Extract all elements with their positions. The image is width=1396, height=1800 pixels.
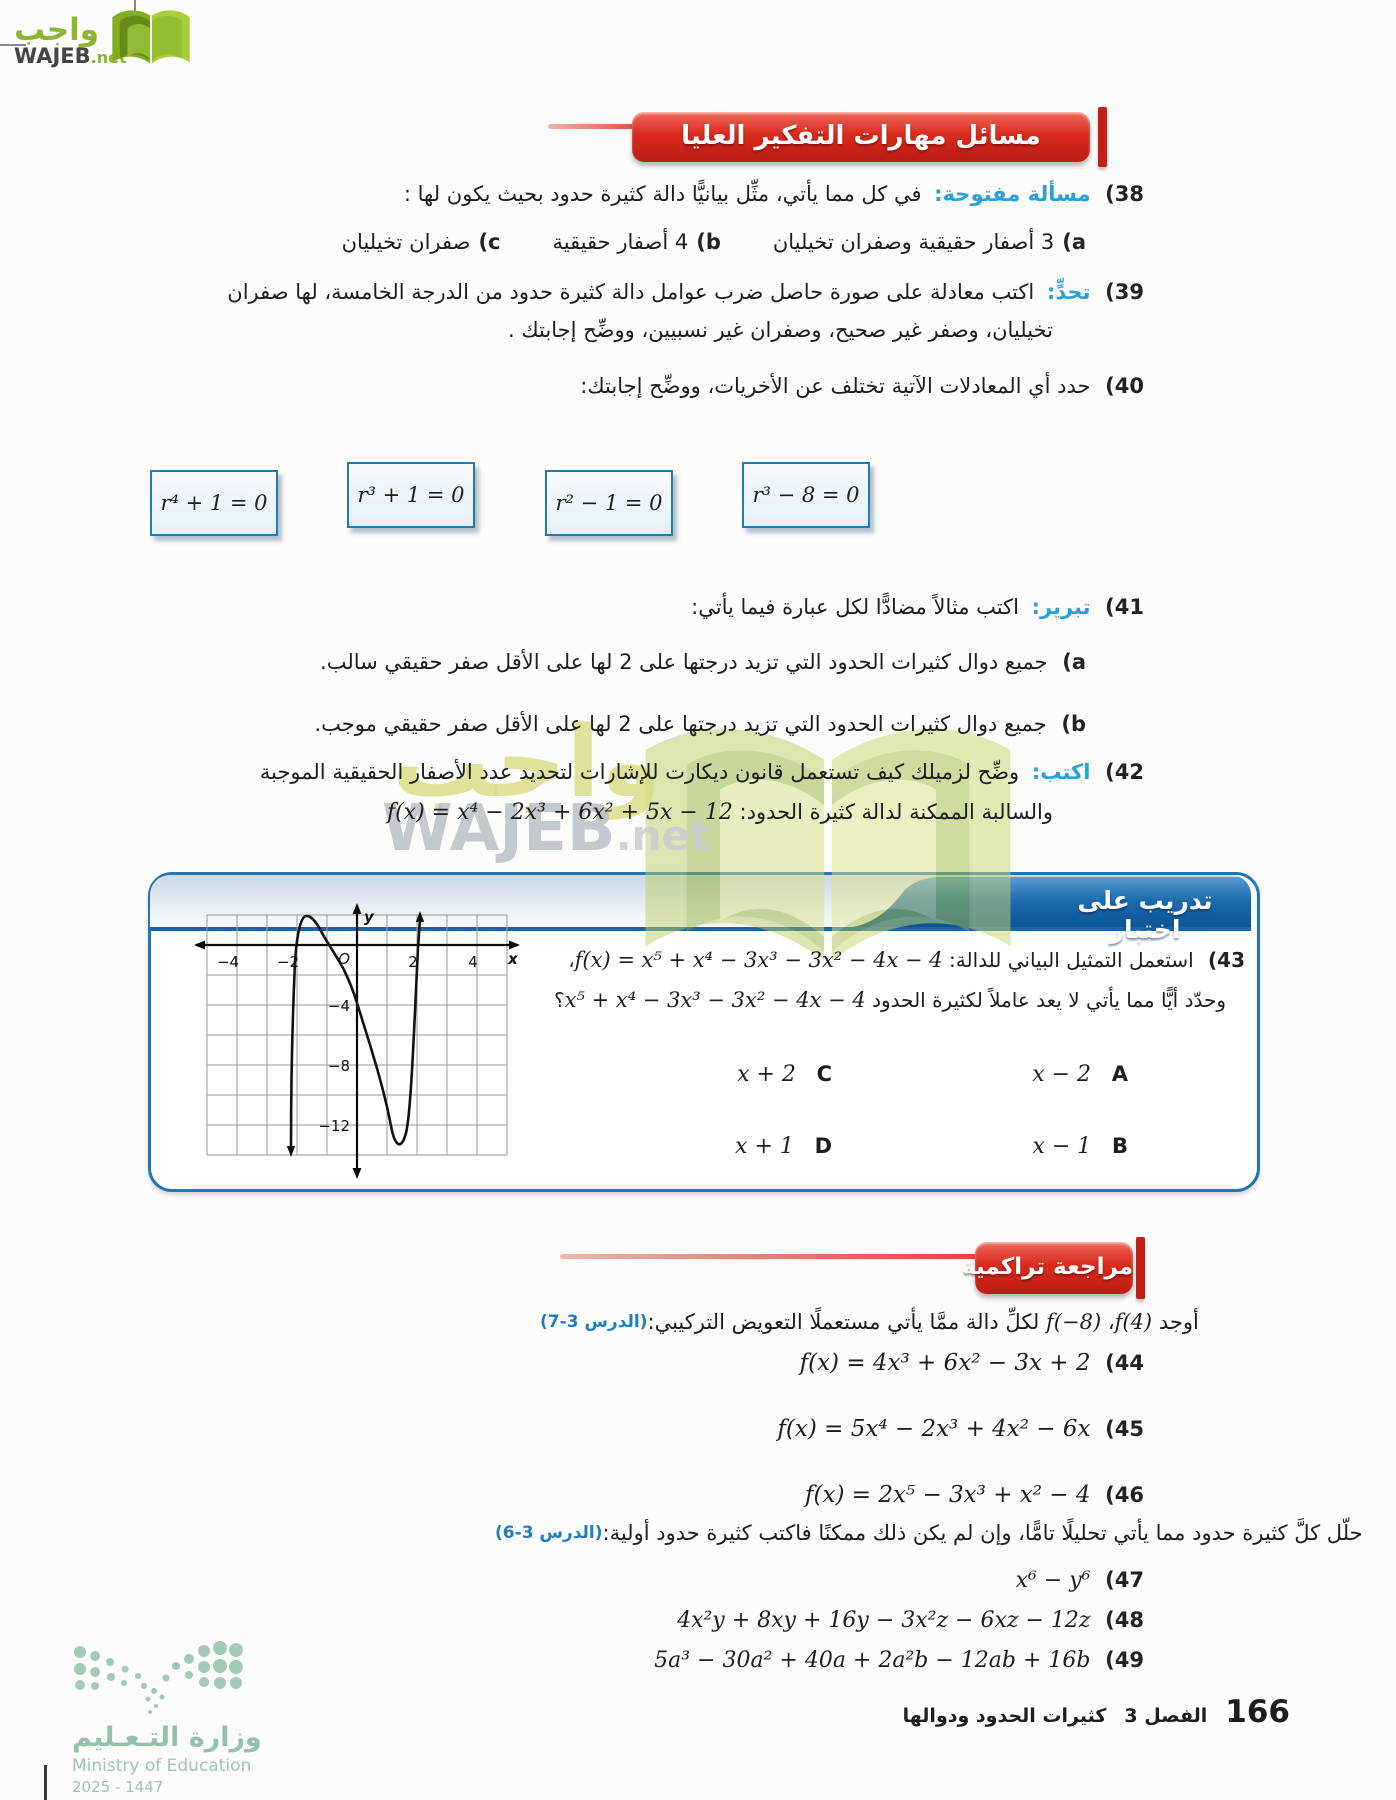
banner-end-bar: [1136, 1237, 1145, 1299]
ministry-year: 2025 - 1447: [72, 1778, 164, 1796]
composite-substitution-instruction: (الدرس 3-7) أوجد f(4)، f(−8) لكلِّ دالة …: [540, 1310, 1199, 1334]
problem-48: (48 4x²y + 8xy + 16y − 3x²z − 6xz − 12z: [677, 1608, 1144, 1633]
instruction-text: حلّل كلَّ كثيرة حدود مما يأتي تحليلًا تا…: [602, 1521, 1363, 1545]
problem-keyword: مسألة مفتوحة:: [934, 182, 1091, 206]
cumulative-review-title: مراجعة تراكمية: [962, 1253, 1133, 1280]
problem-47: (47 x⁶ − y⁶: [1015, 1568, 1144, 1593]
problem-number: (39: [1105, 280, 1144, 304]
problem-40: (40 حدد أي المعادلات الآتية تختلف عن الأ…: [580, 374, 1144, 398]
option-b: (b4 أصفار حقيقية: [552, 230, 721, 254]
problem-44: (44 f(x) = 4x³ + 6x² − 3x + 2: [799, 1350, 1144, 1376]
open-book-icon: [108, 6, 194, 76]
page-number: 166: [1225, 1694, 1290, 1730]
x-tick: 2: [408, 953, 418, 971]
problem-42-line2: والسالبة الممكنة لدالة كثيرة الحدود: f(x…: [386, 800, 1053, 825]
problem-38-options: (a3 أصفار حقيقية وصفران تخيليان (b4 أصفا…: [342, 230, 1086, 254]
polynomial-expression: f(x) = x⁴ − 2x³ + 6x² + 5x − 12: [386, 800, 733, 825]
ministry-palm-icon: [74, 1641, 243, 1714]
problem-keyword: تبرير:: [1031, 595, 1091, 619]
equation-box-2: r³ + 1 = 0: [347, 462, 475, 528]
higher-order-banner: مسائل مهارات التفكير العليا: [632, 112, 1090, 162]
problem-43-line2: وحدّد أيًّا مما يأتي لا يعد عاملاً لكثير…: [554, 988, 1226, 1012]
x-tick: −2: [277, 953, 299, 971]
crop-mark-bottom: [44, 1765, 47, 1800]
problem-45: (45 f(x) = 5x⁴ − 2x³ + 4x² − 6x: [777, 1416, 1144, 1442]
y-tick: −12: [318, 1117, 350, 1135]
problem-number: (43: [1208, 948, 1245, 972]
ministry-name-english: Ministry of Education: [72, 1756, 252, 1776]
problem-number: (41: [1105, 595, 1144, 619]
choice-b: B x − 1: [1032, 1134, 1128, 1159]
problem-number: (42: [1105, 760, 1144, 784]
higher-order-banner-title: مسائل مهارات التفكير العليا: [681, 120, 1041, 151]
problem-38: (38 مسألة مفتوحة: في كل مما يأتي، مثِّل …: [404, 182, 1144, 206]
test-practice-title: تدريب على اختبار: [1077, 886, 1213, 944]
equation-box-4: r³ − 8 = 0: [742, 462, 870, 528]
problem-49: (49 5a³ − 30a² + 40a + 2a²b − 12ab + 16b: [654, 1648, 1144, 1673]
polynomial-graph: y x O −4 −2 2 4 −4 −8 −12: [194, 903, 520, 1179]
chapter-title: كثيرات الحدود ودوالها: [902, 1705, 1107, 1727]
ministry-logo: وزارة التـعـليم Ministry of Education 20…: [70, 1636, 262, 1796]
banner-tail: [548, 124, 648, 129]
origin-label: O: [338, 950, 350, 968]
y-tick: −8: [328, 1057, 350, 1075]
wajeb-logo-arabic: واجب: [14, 12, 100, 48]
choice-c: C x + 2: [737, 1062, 832, 1087]
problem-42: (42 اكتب: وضِّح لزميلك كيف تستعمل قانون …: [260, 760, 1144, 784]
problem-39: (39 تحدٍّ: اكتب معادلة على صورة حاصل ضرب…: [227, 280, 1144, 304]
function-expression: f(x) = x⁵ + x⁴ − 3x³ − 3x² − 4x − 4: [574, 948, 943, 972]
problem-text-line1: وضِّح لزميلك كيف تستعمل قانون ديكارت للإ…: [259, 760, 1020, 784]
y-axis-label: y: [364, 908, 375, 926]
problem-text: استعمل التمثيل البياني للدالة:: [949, 948, 1194, 972]
lesson-reference: (الدرس 3-6): [495, 1523, 603, 1543]
lesson-reference: (الدرس 3-7): [540, 1312, 648, 1332]
x-tick: −4: [217, 953, 239, 971]
problem-keyword: تحدٍّ:: [1046, 280, 1091, 304]
chapter-label: الفصل 3: [1124, 1705, 1208, 1727]
option-c: (cصفران تخيليان: [341, 230, 501, 254]
equation-box-3: r² − 1 = 0: [545, 470, 673, 536]
choice-letter: C: [816, 1062, 832, 1086]
cumulative-review-banner: مراجعة تراكمية: [962, 1242, 1133, 1294]
problem-41: (41 تبرير: اكتب مثالاً مضادًّا لكل عبارة…: [691, 595, 1144, 619]
x-tick: 4: [468, 953, 478, 971]
problem-text: في كل مما يأتي، مثِّل بيانيًّا دالة كثير…: [403, 182, 922, 206]
page-footer: 166 الفصل 3 كثيرات الحدود ودوالها: [903, 1694, 1290, 1730]
polynomial-expression: x⁵ + x⁴ − 3x³ − 3x² − 4x − 4: [564, 988, 866, 1012]
ministry-name-arabic: وزارة التـعـليم: [72, 1722, 262, 1753]
choice-d: D x + 1: [735, 1134, 832, 1159]
problem-41-a: (a جميع دوال كثيرات الحدود التي تزيد درج…: [320, 650, 1086, 674]
option-a: (a3 أصفار حقيقية وصفران تخيليان: [772, 230, 1086, 254]
instruction-text: أوجد f(4)، f(−8) لكلِّ دالة ممَّا يأتي م…: [647, 1310, 1199, 1334]
equation-box-1: r⁴ + 1 = 0: [150, 470, 278, 536]
problem-text: حدد أي المعادلات الآتية تختلف عن الأخريا…: [580, 374, 1091, 398]
problem-number: (38: [1105, 182, 1144, 206]
crop-mark-left: [0, 44, 26, 46]
problem-text: اكتب مثالاً مضادًّا لكل عبارة فيما يأتي:: [691, 595, 1019, 619]
problem-text-line1: اكتب معادلة على صورة حاصل ضرب عوامل دالة…: [227, 280, 1035, 304]
problem-keyword: اكتب:: [1031, 760, 1091, 784]
problem-39-line2: تخيليان، وصفر غير صحيح، وصفران غير نسبيي…: [508, 318, 1053, 342]
banner-tail: [560, 1254, 988, 1259]
banner-end-bar: [1098, 107, 1107, 167]
choice-a: A x − 2: [1032, 1062, 1128, 1087]
y-tick: −4: [328, 997, 350, 1015]
factoring-instruction: (الدرس 3-6) حلّل كلَّ كثيرة حدود مما يأت…: [495, 1521, 1363, 1545]
wajeb-logo: واجب WAJEB.net: [8, 4, 228, 74]
choice-letter: D: [814, 1134, 832, 1158]
problem-41-b: (b جميع دوال كثيرات الحدود التي تزيد درج…: [314, 712, 1086, 736]
problem-number: (40: [1105, 374, 1144, 398]
x-axis-label: x: [507, 950, 519, 968]
problem-46: (46 f(x) = 2x⁵ − 3x³ + x² − 4: [805, 1482, 1144, 1508]
problem-43: (43 استعمل التمثيل البياني للدالة: f(x) …: [568, 948, 1245, 972]
choice-letter: B: [1111, 1134, 1128, 1158]
choice-letter: A: [1111, 1062, 1128, 1086]
